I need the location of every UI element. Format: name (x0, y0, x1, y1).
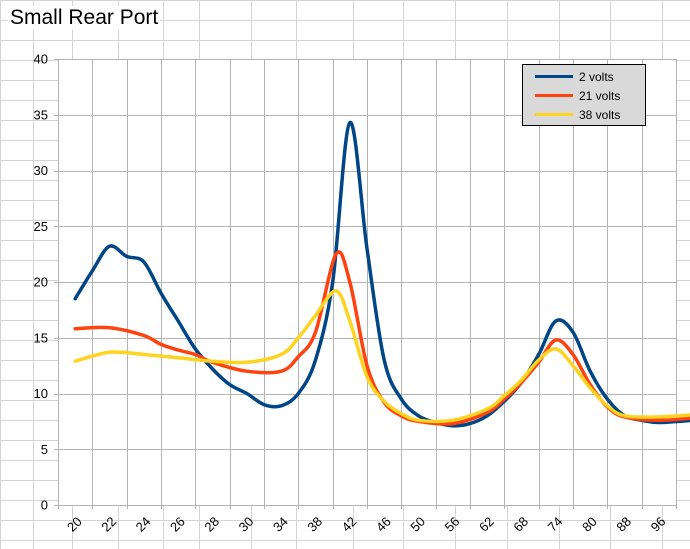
x-tick-label: 34 (270, 514, 291, 535)
x-tick-label: 88 (613, 514, 634, 535)
y-tick-label: 30 (34, 163, 48, 178)
legend-label-series-3: 38 volts (579, 107, 621, 122)
x-tick-label: 62 (476, 514, 497, 535)
x-tick-label: 96 (648, 514, 669, 535)
series-lines (73, 120, 690, 428)
x-tick-label: 50 (407, 514, 428, 535)
axes (54, 59, 677, 509)
legend-item-series-1: 2 volts (523, 67, 645, 86)
legend-label-series-2: 21 volts (579, 88, 621, 103)
x-tick-label: 46 (373, 514, 394, 535)
y-tick-label: 25 (34, 219, 48, 234)
legend-swatch-series-1 (535, 75, 573, 78)
legend: 2 volts 21 volts 38 volts (522, 64, 646, 126)
y-tick-label: 20 (34, 275, 48, 290)
x-tick-label: 24 (133, 514, 154, 535)
x-tick-label: 74 (545, 514, 566, 535)
y-tick-label: 35 (34, 107, 48, 122)
x-tick-label: 30 (236, 514, 257, 535)
y-axis-tick-labels: 0 5 10 15 20 25 30 35 40 (34, 52, 48, 513)
y-tick-label: 15 (34, 330, 48, 345)
chart-title: Small Rear Port (8, 6, 161, 30)
x-tick-label: 26 (167, 514, 188, 535)
x-tick-label: 42 (339, 514, 360, 535)
x-tick-label: 80 (579, 514, 600, 535)
x-tick-label: 22 (98, 514, 119, 535)
series-line-3 (73, 289, 690, 424)
x-axis-tick-labels: 20 22 24 26 28 30 34 38 42 46 50 56 62 68 74 80 88 96 (64, 514, 669, 535)
series-line-1 (73, 120, 690, 428)
x-tick-label: 28 (201, 514, 222, 535)
legend-swatch-series-2 (535, 94, 573, 97)
gridlines (58, 59, 677, 505)
x-tick-label: 56 (442, 514, 463, 535)
x-tick-label: 38 (304, 514, 325, 535)
y-tick-label: 5 (41, 442, 48, 457)
legend-item-series-3: 38 volts (523, 105, 645, 124)
x-tick-label: 68 (510, 514, 531, 535)
y-tick-label: 0 (41, 498, 48, 513)
y-tick-label: 10 (34, 386, 48, 401)
legend-item-series-2: 21 volts (523, 86, 645, 105)
y-tick-label: 40 (34, 52, 48, 67)
legend-swatch-series-3 (535, 113, 573, 116)
legend-label-series-1: 2 volts (579, 69, 614, 84)
x-tick-label: 20 (64, 514, 85, 535)
